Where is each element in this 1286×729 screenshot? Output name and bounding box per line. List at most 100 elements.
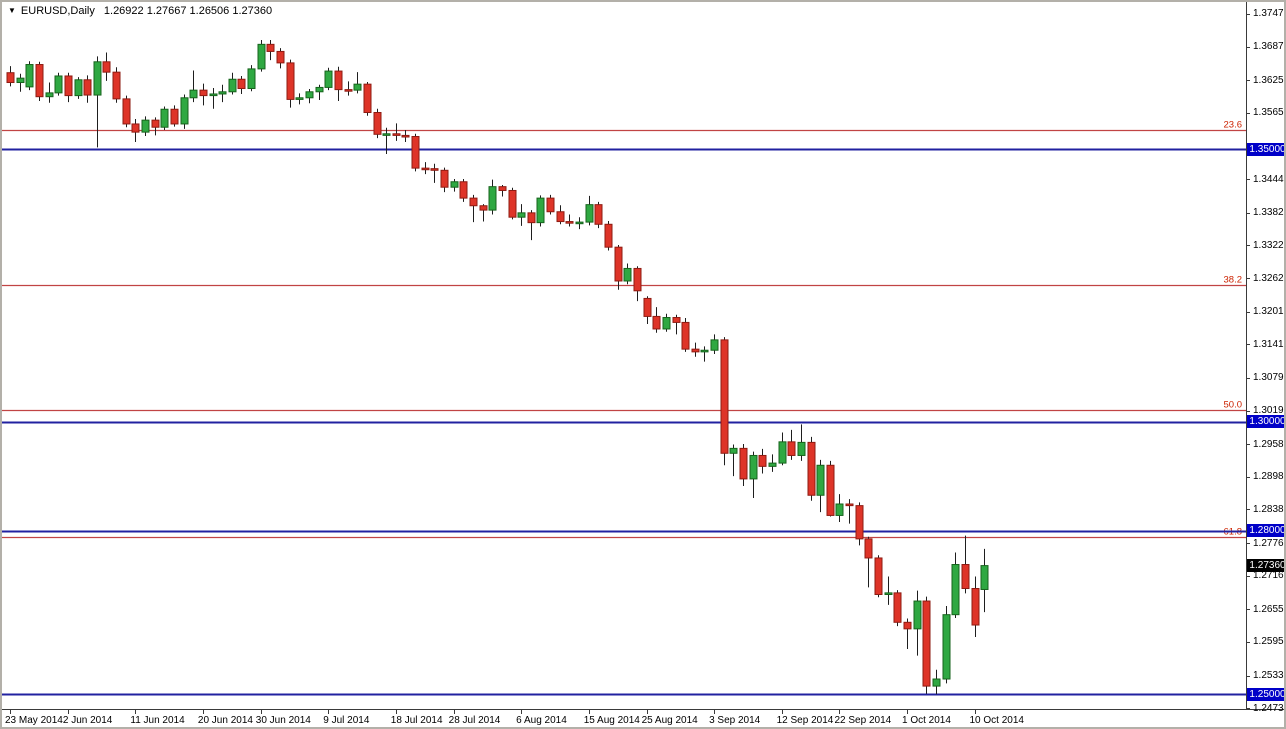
candle [373,112,382,135]
time-tick-mark [588,710,590,714]
candle [247,68,256,90]
x-axis-label: 12 Sep 2014 [776,715,834,726]
x-axis-label: 11 Jun 2014 [130,715,185,726]
candle [64,75,73,97]
candle [440,169,449,188]
y-axis-label: 1.24735 [1253,702,1286,714]
chart-dropdown-icon[interactable]: ▼ [8,6,16,15]
price-axis[interactable]: 1.37470 1.36870 1.36255 1.35655 1.35000 1.344… [1246,2,1286,714]
price-tick-mark [1246,112,1250,114]
y-axis-label: 1.25335 [1253,670,1286,681]
candle [633,267,642,292]
x-axis-label: 18 Jul 2014 [390,715,443,726]
candle [6,72,15,84]
candle [459,181,468,199]
candle [700,349,709,353]
candle [257,43,266,70]
candle [421,167,430,171]
candle [401,134,410,138]
candle [845,503,854,507]
candle [768,462,777,467]
price-tick-mark [1246,708,1250,710]
time-tick-mark [260,710,262,714]
price-tick-mark [1246,675,1250,677]
y-axis-label: 1.30795 [1253,372,1286,384]
candle [266,43,275,52]
header-ohlc-values: 1.26922 1.27667 1.26506 1.27360 [103,5,273,17]
x-axis-label: 30 Jun 2014 [255,715,311,726]
candle [980,565,989,590]
price-tick-mark [1246,344,1250,346]
candle [729,447,738,454]
x-axis-label: 23 May 2014 [5,715,63,726]
candle [305,91,314,99]
candle [932,678,941,687]
candle [942,614,951,680]
time-tick-mark [10,710,11,714]
candle [893,592,902,623]
candle [170,108,179,125]
candle [276,50,285,64]
symbol-timeframe-label: EURUSD,Daily [20,5,95,17]
candle [614,246,623,282]
price-tick-mark [1246,641,1250,643]
candle [604,223,613,248]
candle [122,98,131,125]
x-axis-label: 1 Oct 2014 [901,715,951,726]
y-axis-label: 1.27765 [1253,537,1286,549]
candle [469,197,478,207]
chart-plot-area[interactable]: 23.638.250.061.8 ▼ EURUSD,Daily 1.26922 1.… [2,2,1246,709]
x-axis-label: 15 Aug 2014 [583,715,640,726]
candle [228,78,237,93]
y-axis-label: 1.34440 [1253,173,1286,185]
price-tick-mark [1246,377,1250,379]
x-axis-label: 6 Aug 2014 [516,715,567,726]
candle [652,315,661,330]
candle [199,89,208,97]
candle [585,204,594,223]
price-tick-mark [1246,509,1250,511]
y-axis-label: 1.31410 [1253,338,1286,350]
time-tick-mark [135,710,137,714]
candle [594,204,603,225]
candle [884,592,893,595]
price-tick-mark [1246,13,1250,15]
candle [749,454,758,480]
x-axis-label: 20 Jun 2014 [197,715,253,726]
price-tick-mark [1246,444,1250,446]
candle [324,70,333,88]
candle [787,441,796,456]
candle [45,92,54,98]
candle [295,97,304,100]
candle [180,97,189,125]
x-axis-label: 3 Sep 2014 [709,715,761,726]
price-tick-mark [1246,212,1250,214]
fib-level-label: 50.0 [1224,400,1243,411]
time-axis[interactable]: 23 May 2014 2 Jun 2014 11 Jun 2014 20 Jun 2… [2,709,1284,727]
price-chart[interactable]: 23.638.250.061.8 [2,2,1246,709]
candle [527,212,536,224]
y-axis-label: 1.32010 [1253,306,1286,318]
candle [151,119,160,128]
candle [517,212,526,218]
candle [93,61,102,96]
candle [315,86,324,93]
price-tick-mark [1246,245,1250,247]
candle [392,133,401,136]
y-axis-label: 1.36255 [1253,74,1286,86]
y-axis-label: 1.28980 [1253,471,1286,483]
candle [498,186,507,191]
time-tick-mark [781,710,783,714]
current-price-badge: 1.27360 [1247,559,1284,573]
candle [479,205,488,211]
price-line-badge: 1.25000 [1247,687,1284,701]
time-tick-mark [67,710,69,714]
time-tick-mark [453,710,455,714]
y-axis-label: 1.33825 [1253,207,1286,219]
price-tick-mark [1246,80,1250,82]
candle [672,317,681,323]
price-tick-mark [1246,476,1250,478]
candle [556,211,565,223]
x-axis-label: 10 Oct 2014 [969,715,1024,726]
x-axis-label: 22 Sep 2014 [834,715,892,726]
